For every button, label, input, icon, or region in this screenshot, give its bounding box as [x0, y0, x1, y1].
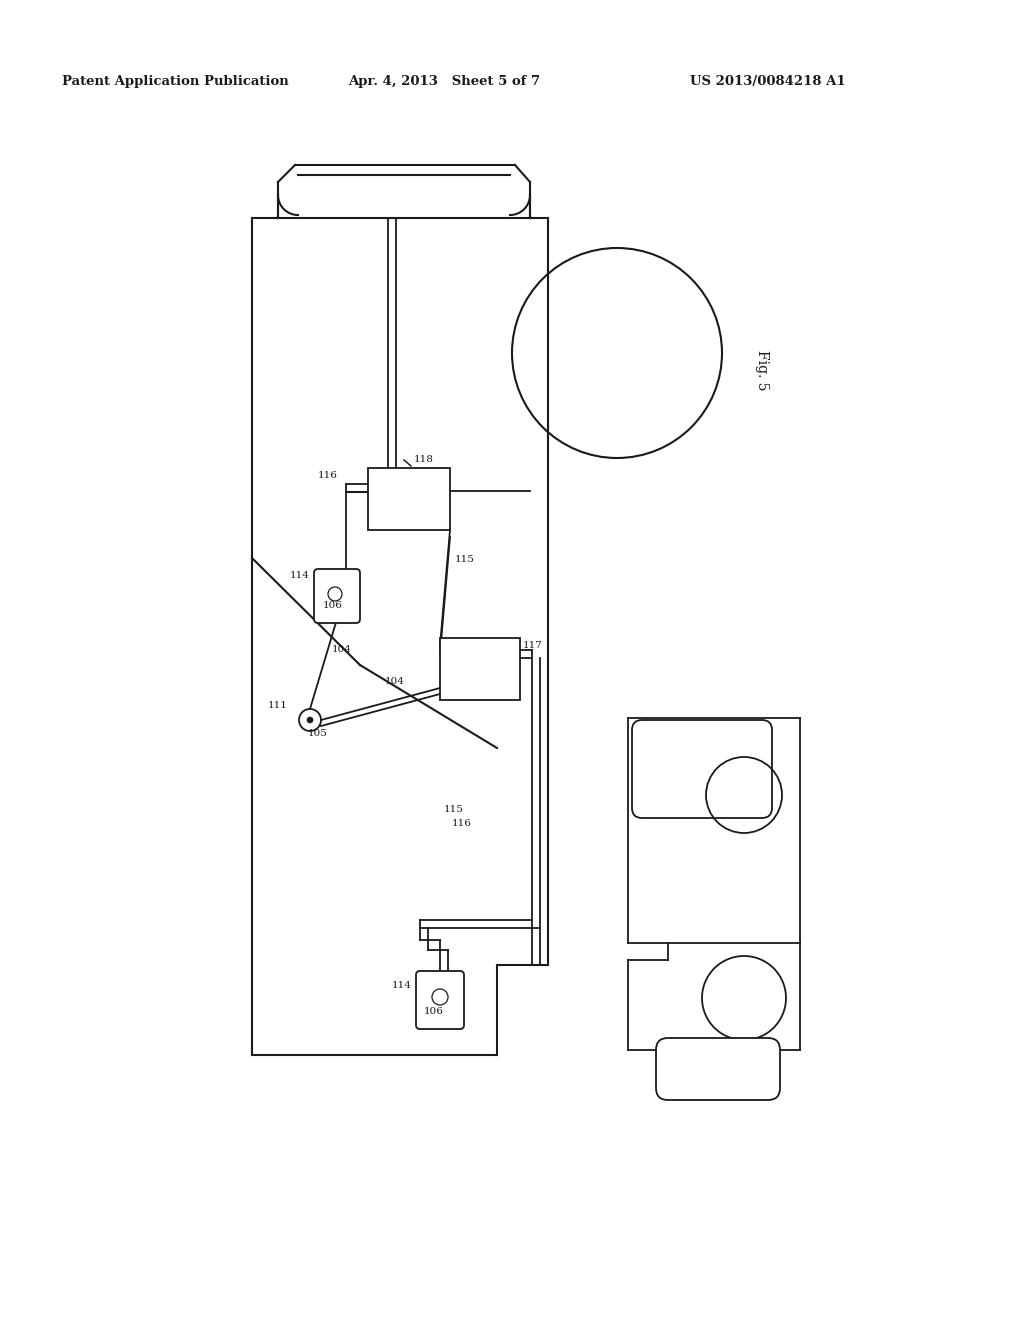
Text: 111: 111	[268, 701, 288, 710]
Text: 118: 118	[414, 455, 434, 465]
Text: US 2013/0084218 A1: US 2013/0084218 A1	[690, 75, 846, 88]
Text: Fig. 5: Fig. 5	[755, 350, 769, 391]
Text: 115: 115	[455, 556, 475, 565]
Bar	[368, 469, 450, 531]
Bar	[440, 638, 520, 700]
Circle shape	[307, 717, 313, 723]
Text: 106: 106	[323, 602, 343, 610]
Text: 116: 116	[452, 820, 472, 829]
FancyBboxPatch shape	[416, 972, 464, 1030]
Text: 114: 114	[290, 572, 310, 581]
FancyBboxPatch shape	[314, 569, 360, 623]
Text: 104: 104	[385, 677, 404, 686]
Text: 114: 114	[392, 981, 412, 990]
Text: 116: 116	[318, 471, 338, 480]
Text: 117: 117	[523, 642, 543, 651]
Text: 106: 106	[424, 1007, 443, 1016]
Text: 104: 104	[332, 644, 352, 653]
Text: Apr. 4, 2013   Sheet 5 of 7: Apr. 4, 2013 Sheet 5 of 7	[348, 75, 540, 88]
Text: 115: 115	[444, 805, 464, 814]
FancyBboxPatch shape	[656, 1038, 780, 1100]
Text: 105: 105	[308, 730, 328, 738]
Text: Patent Application Publication: Patent Application Publication	[62, 75, 289, 88]
